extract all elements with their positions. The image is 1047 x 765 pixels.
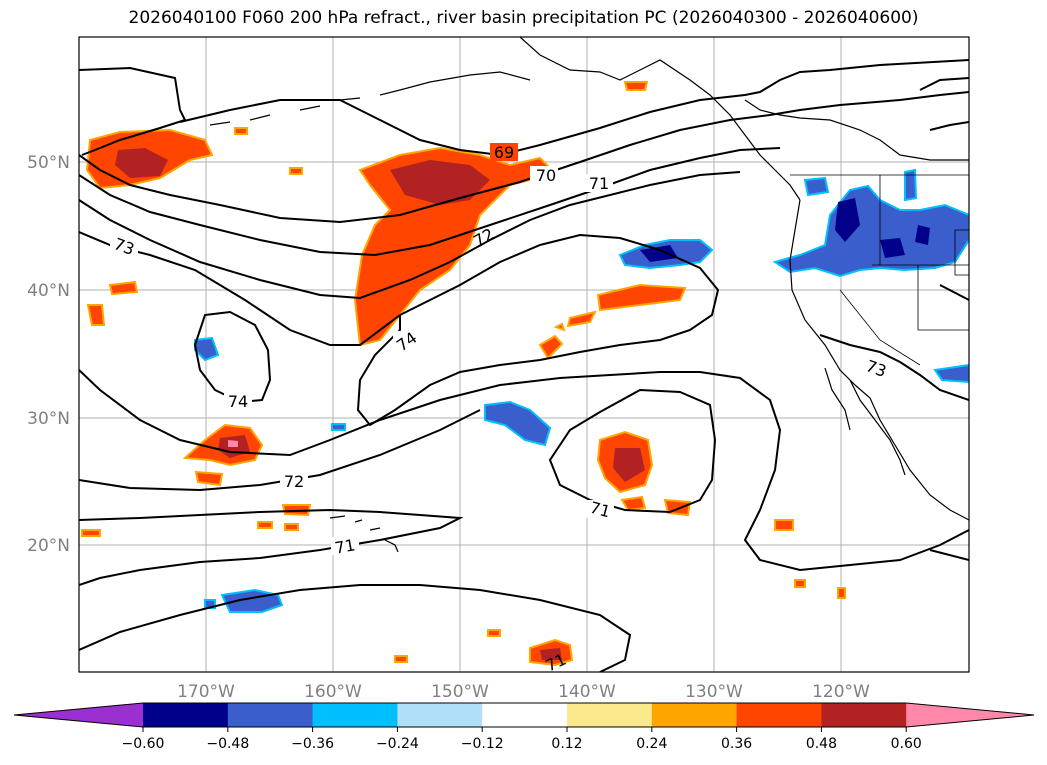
precip-negative-northeast: [772, 184, 969, 278]
precip-strong-negative-mid: [640, 245, 678, 262]
precip-strong-south: [613, 448, 645, 482]
colorbar-tick-label: 0.12: [551, 736, 582, 752]
canada-coast: [744, 99, 969, 161]
lat-label-40n: 40°N: [27, 281, 70, 301]
colorbar-segment: [312, 703, 398, 727]
contour-label-74-west: 74: [228, 392, 248, 411]
contour-72: [79, 171, 741, 300]
precip-max-west: [228, 440, 238, 447]
contour-label-72-south: 72: [284, 472, 304, 491]
colorbar-segment: [736, 703, 822, 727]
alaska-coast: [519, 37, 801, 201]
contour-label-71-east: 71: [588, 498, 613, 522]
colorbar-tick-label: −0.60: [122, 736, 165, 752]
lon-label-170w: 170°W: [177, 682, 235, 702]
contour-label-71: 71: [589, 174, 609, 193]
contour-69: [179, 59, 969, 157]
lon-label-150w: 150°W: [431, 682, 489, 702]
contour-71-east: [548, 388, 717, 514]
contour-71-bottom: [79, 584, 632, 672]
contour-label-70: 70: [536, 166, 556, 185]
chart-title: 2026040100 F060 200 hPa refract., river …: [128, 8, 919, 28]
precip-positive-bands: [538, 283, 687, 360]
contour-71: [79, 147, 781, 257]
contour-74-west: [193, 310, 272, 404]
contour-label-69: 69: [494, 143, 514, 162]
lat-label-30n: 30°N: [27, 409, 70, 429]
colorbar-tick-label: −0.36: [291, 736, 334, 752]
lon-label-120w: 120°W: [812, 682, 870, 702]
us-west-coast: [789, 199, 969, 521]
colorbar-segment: [821, 703, 907, 727]
colorbar-tick-label: −0.48: [206, 736, 249, 752]
precip-strong-negative-northeast: [835, 198, 930, 258]
negative-precip-areas: [194, 168, 969, 613]
colorbar-extend-low: [14, 703, 143, 727]
colorbar-tick-label: −0.24: [376, 736, 419, 752]
precip-positive-dots: [81, 81, 846, 663]
map-frame: [78, 36, 970, 673]
contour-east-misc: [919, 77, 969, 561]
lon-label-130w: 130°W: [685, 682, 743, 702]
contour-71-south: [79, 508, 464, 586]
coastlines: [209, 37, 969, 553]
hawaii-islands: [329, 515, 399, 553]
contour-73-east: [819, 334, 969, 401]
colorbar-segment: [143, 703, 229, 727]
colorbar-tick-label: 0.48: [806, 736, 837, 752]
baja-peninsula: [824, 367, 906, 476]
precip-strong-nw: [115, 148, 168, 178]
map-area: [79, 37, 969, 672]
colorbar-extend-high: [906, 703, 1034, 727]
colorbar: −0.60 −0.48 −0.36 −0.24 −0.12 0.12 0.24 0.36 0.4…: [13, 702, 1035, 752]
lon-label-140w: 140°W: [558, 682, 616, 702]
colorbar-segment: [482, 703, 568, 727]
positive-precip-areas: [81, 81, 846, 667]
longitude-labels: 170°W 160°W 150°W 140°W 130°W 120°W: [177, 682, 870, 702]
contour-74-loop: [356, 233, 720, 427]
colorbar-segment: [397, 703, 483, 727]
precip-strong-south-coast: [540, 648, 562, 660]
colorbar-tick-label: 0.60: [891, 736, 922, 752]
latitude-labels: 50°N 40°N 30°N 20°N: [27, 153, 70, 556]
lat-label-20n: 20°N: [27, 536, 70, 556]
colorbar-tick-label: 0.36: [721, 736, 752, 752]
colorbar-segment: [567, 703, 653, 727]
colorbar-tick-label: 0.24: [636, 736, 667, 752]
colorbar-segment: [651, 703, 738, 727]
aleutian-islands: [209, 71, 531, 126]
colorbar-tick-label: −0.12: [461, 736, 504, 752]
precip-negative-east-small: [331, 168, 969, 431]
state-borders: [790, 174, 969, 366]
lon-label-160w: 160°W: [304, 682, 362, 702]
contour-label-71-south: 71: [333, 535, 356, 557]
precip-strong-central: [390, 160, 490, 205]
lat-label-50n: 50°N: [27, 153, 70, 173]
precip-negative-center: [484, 400, 552, 447]
contour-72-south: [79, 369, 969, 572]
colorbar-segment: [227, 703, 314, 727]
